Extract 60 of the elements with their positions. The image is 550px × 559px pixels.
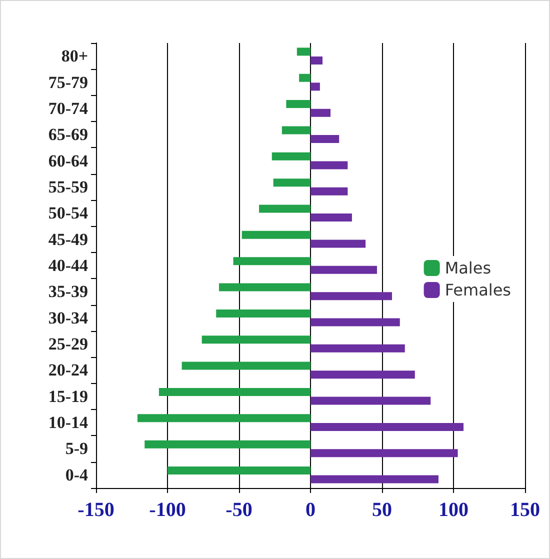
bar [182,362,310,370]
y-tick-label: 0-4 [65,465,88,484]
y-tick-label: 65-69 [48,125,88,144]
bar [310,56,323,64]
y-tick-label: 10-14 [48,413,88,432]
y-tick-label: 80+ [61,46,88,66]
legend-label: Males [444,258,492,278]
bar [286,100,310,108]
bar [242,230,310,239]
bar [310,135,340,144]
x-tick-label: -50 [226,499,252,521]
bar [216,309,310,318]
y-tick-label: 50-54 [48,204,88,223]
bar [144,440,310,448]
y-tick-label: 20-24 [48,360,88,380]
bar [310,214,352,222]
y-tick-label: 60-64 [48,151,88,170]
bar [272,152,310,160]
bar [202,336,310,344]
x-tick-label: 0 [306,499,316,521]
y-tick-label: 55-59 [48,177,88,196]
bar [310,266,377,274]
bar [218,283,310,292]
x-tick-label: -150 [78,499,114,521]
bar [137,414,310,422]
bar [259,204,310,213]
bar [310,161,348,170]
bar [310,187,348,196]
bar [310,292,392,300]
bar [168,466,310,475]
bar [310,449,458,458]
y-tick-label: 25-29 [48,334,88,354]
x-tick-label: 150 [510,499,540,521]
bar [310,422,464,431]
bar [158,388,310,396]
bar [273,178,310,187]
y-tick-label: 70-74 [48,98,88,118]
bar [310,108,331,117]
y-tick-label: 15-19 [48,386,88,406]
bar [310,370,415,379]
bar [310,240,366,248]
bar [296,48,310,56]
bar [310,396,431,405]
y-tick-label: 40-44 [48,256,88,275]
bar [310,344,405,352]
y-tick-label: 30-34 [48,308,88,328]
y-tick-label: 35-39 [48,282,88,302]
y-tick-label: 45-49 [48,230,88,249]
bar [233,257,310,266]
bar [299,74,310,82]
bar [310,82,320,91]
bar [310,475,438,484]
legend-label: Females [444,280,511,300]
y-tick-label: 5-9 [65,439,88,458]
bar [310,318,400,326]
x-tick-label: 50 [372,499,392,521]
y-tick-label: 75-79 [48,72,88,92]
x-tick-label: 100 [438,499,468,521]
x-tick-label: -100 [149,499,186,521]
bar [282,126,310,134]
